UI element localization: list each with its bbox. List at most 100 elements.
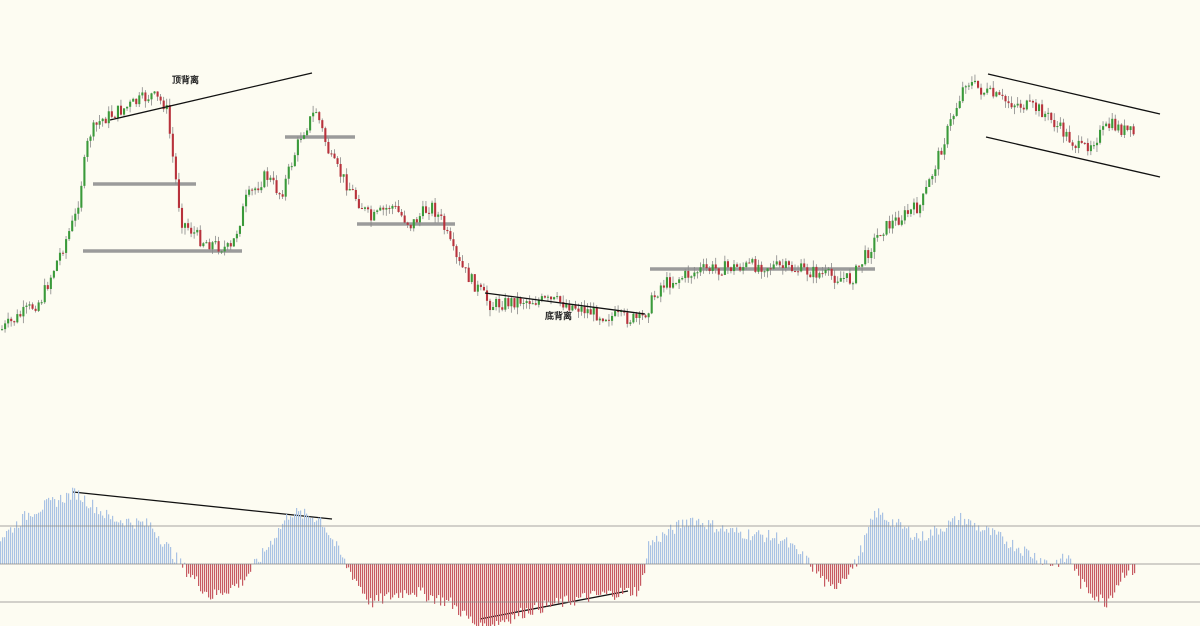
candle-body (559, 296, 562, 303)
histogram-bar (722, 525, 724, 564)
histogram-bar (138, 520, 140, 564)
candle-body (626, 312, 629, 324)
candle-body (373, 211, 376, 221)
histogram-bar (960, 512, 962, 564)
candle-body (1129, 126, 1132, 131)
histogram-bar (122, 523, 124, 564)
histogram-bar (228, 564, 230, 594)
candle-body (543, 296, 546, 298)
candle-body (855, 265, 858, 284)
histogram-trend-line (72, 491, 333, 520)
candle-body (123, 108, 126, 115)
histogram-bar (564, 564, 566, 597)
candle-body (1105, 123, 1108, 127)
histogram-bar (124, 526, 126, 564)
candle-body (729, 267, 733, 272)
histogram-bar (516, 564, 518, 612)
histogram-bar (1076, 564, 1078, 569)
histogram-bar (164, 544, 166, 564)
histogram-bar (264, 551, 266, 564)
histogram-bar (130, 522, 132, 564)
histogram-bar (774, 538, 776, 564)
candle-body (928, 179, 931, 187)
histogram-bar (104, 518, 106, 564)
histogram-bar (716, 529, 718, 564)
candle-body (528, 301, 531, 304)
candle-body (65, 239, 68, 253)
candle-body (964, 86, 967, 88)
histogram-bar (836, 564, 838, 590)
histogram-bar (1080, 564, 1082, 589)
histogram-bar (786, 537, 788, 564)
candle-body (150, 93, 153, 100)
candle-body (101, 118, 104, 122)
histogram-bar (120, 520, 122, 564)
candle-body (873, 237, 876, 252)
histogram-bar (526, 564, 528, 609)
histogram-bar (600, 564, 602, 595)
histogram-bar (496, 564, 498, 621)
histogram-bar (582, 564, 584, 594)
histogram-bar (208, 564, 210, 598)
histogram-bar (606, 564, 608, 595)
candle-body (479, 284, 482, 287)
histogram-bar (170, 547, 172, 564)
histogram-bar (202, 564, 204, 594)
candle-body (794, 271, 797, 273)
candle-body (58, 252, 62, 261)
histogram-bar (88, 508, 90, 564)
histogram-bar (396, 564, 398, 594)
histogram-bar (380, 564, 382, 594)
histogram-bar (472, 564, 474, 624)
histogram-bar (670, 524, 672, 564)
histogram-bar (744, 538, 746, 564)
candle-body (1056, 126, 1059, 128)
candle-body (68, 231, 71, 240)
candle-body (1004, 95, 1007, 102)
histogram-bar (886, 520, 888, 564)
histogram-bar (318, 517, 320, 564)
candle-body (184, 223, 187, 228)
candle-body (379, 207, 382, 211)
candle-body (702, 264, 705, 268)
histogram-bar (910, 537, 912, 564)
histogram-bar (524, 564, 526, 618)
histogram-bar (440, 564, 442, 606)
histogram-bar (970, 520, 972, 564)
candle-body (876, 235, 879, 238)
candle-body (888, 221, 891, 229)
candle-body (507, 298, 510, 307)
histogram-bar (82, 501, 84, 564)
histogram-bar (834, 564, 836, 589)
histogram-bar (428, 564, 430, 601)
histogram-bar (308, 516, 310, 564)
candle-body (428, 212, 431, 214)
candle-body (251, 189, 254, 191)
histogram-bar (24, 511, 26, 564)
candle-body (55, 260, 58, 271)
histogram-bar (1028, 550, 1030, 564)
histogram-bar (752, 536, 754, 564)
candle-body (955, 107, 958, 116)
candle-body (885, 221, 888, 235)
candle-body (797, 271, 800, 273)
histogram-bar (1088, 564, 1090, 594)
histogram-bar (548, 564, 550, 602)
histogram-bar (974, 522, 976, 564)
candle-body (412, 219, 415, 229)
histogram-bar (436, 564, 438, 599)
candle-body (83, 156, 86, 186)
histogram-bar (1120, 564, 1122, 582)
histogram-bar (758, 530, 760, 564)
candle-body (662, 285, 665, 288)
histogram-bar (612, 564, 614, 597)
histogram-bar (80, 500, 82, 564)
histogram-bar (898, 518, 900, 564)
histogram-bar (90, 507, 92, 564)
histogram-bar (1026, 548, 1028, 564)
histogram-bar (58, 500, 60, 564)
histogram-bar (220, 564, 222, 594)
histogram-bar (174, 562, 176, 564)
candle-body (28, 304, 31, 306)
candle-body (803, 263, 806, 268)
